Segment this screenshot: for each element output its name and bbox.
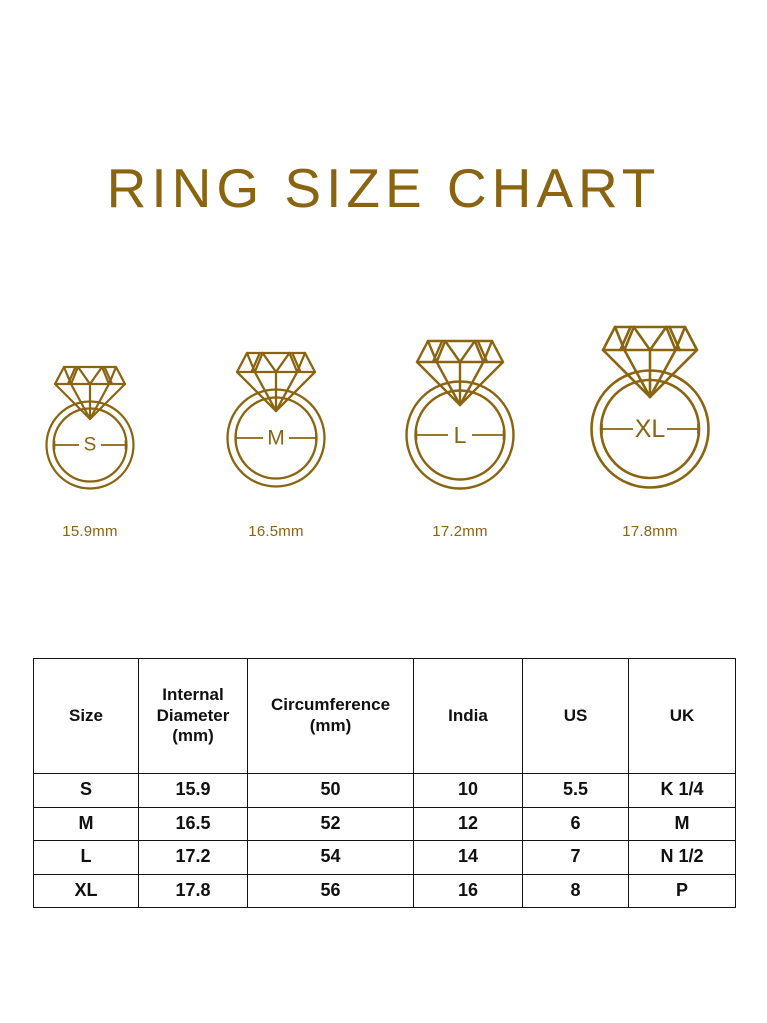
- cell-size: L: [33, 840, 139, 875]
- cell-circumference: 56: [247, 873, 414, 908]
- cell-uk: N 1/2: [628, 840, 736, 875]
- header-circumference-line1: Circumference: [270, 695, 391, 715]
- ring-art-xl: XL: [560, 311, 740, 495]
- header-diameter-line1: Internal: [162, 684, 224, 704]
- ring-art-m: M: [186, 333, 366, 495]
- ring-art-l: L: [370, 323, 550, 495]
- cell-diameter: 15.9: [138, 773, 248, 808]
- ring-label-m: 16.5mm: [248, 523, 304, 540]
- table-row: L 17.2 54 14 7 N 1/2: [33, 840, 736, 875]
- cell-india: 16: [413, 873, 523, 908]
- cell-us: 8: [522, 873, 629, 908]
- ring-letter-m: M: [267, 427, 285, 450]
- diamond-ring-icon-m: M: [226, 351, 326, 488]
- header-diameter-line3: (mm): [172, 726, 214, 746]
- table-row: XL 17.8 56 16 8 P: [33, 873, 736, 908]
- table-row: M 16.5 52 12 6 M: [33, 806, 736, 841]
- cell-size: XL: [33, 873, 139, 908]
- ring-letter-l: L: [454, 422, 467, 448]
- header-uk-label: UK: [669, 705, 695, 725]
- cell-circumference: 54: [247, 840, 414, 875]
- cell-size: S: [33, 773, 139, 808]
- cell-us: 7: [522, 840, 629, 875]
- header-india: India: [413, 658, 523, 774]
- ring-letter-s: S: [84, 435, 97, 456]
- cell-india: 10: [413, 773, 523, 808]
- ring-item-s: S 15.9mm: [0, 310, 180, 540]
- cell-diameter: 17.2: [138, 840, 248, 875]
- ring-size-illustrations: S 15.9mm: [0, 310, 767, 540]
- table-header-row: Size Internal Diameter (mm) Circumferenc…: [33, 658, 736, 774]
- diamond-ring-icon-xl: XL: [590, 325, 710, 489]
- ring-label-xl: 17.8mm: [622, 523, 678, 540]
- cell-uk: M: [628, 806, 736, 841]
- header-size: Size: [33, 658, 139, 774]
- cell-diameter: 16.5: [138, 806, 248, 841]
- header-india-label: India: [448, 705, 488, 725]
- diamond-ring-icon-s: S: [45, 365, 135, 490]
- header-us-label: US: [563, 705, 588, 725]
- cell-india: 12: [413, 806, 523, 841]
- header-circumference: Circumference (mm): [247, 658, 414, 774]
- diamond-ring-icon-l: L: [405, 339, 515, 490]
- ring-item-l: L 17.2mm: [370, 310, 550, 540]
- header-circumference-line2: (mm): [309, 716, 352, 735]
- ring-art-s: S: [0, 345, 180, 495]
- cell-uk: P: [628, 873, 736, 908]
- cell-circumference: 52: [247, 806, 414, 841]
- cell-us: 5.5: [522, 773, 629, 808]
- cell-size: M: [33, 806, 139, 841]
- header-uk: UK: [628, 658, 736, 774]
- cell-diameter: 17.8: [138, 873, 248, 908]
- ring-size-table: Size Internal Diameter (mm) Circumferenc…: [33, 658, 736, 908]
- ring-item-m: M 16.5mm: [186, 310, 366, 540]
- ring-label-l: 17.2mm: [432, 523, 488, 540]
- cell-circumference: 50: [247, 773, 414, 808]
- header-internal-diameter: Internal Diameter (mm): [138, 658, 248, 774]
- ring-item-xl: XL 17.8mm: [560, 310, 740, 540]
- header-size-label: Size: [68, 705, 104, 725]
- cell-india: 14: [413, 840, 523, 875]
- ring-letter-xl: XL: [635, 415, 666, 443]
- page-title: RING SIZE CHART: [106, 157, 661, 219]
- cell-us: 6: [522, 806, 629, 841]
- header-diameter-line2: Diameter: [156, 705, 230, 725]
- cell-uk: K 1/4: [628, 773, 736, 808]
- table-row: S 15.9 50 10 5.5 K 1/4: [33, 773, 736, 808]
- ring-label-s: 15.9mm: [62, 523, 118, 540]
- header-us: US: [522, 658, 629, 774]
